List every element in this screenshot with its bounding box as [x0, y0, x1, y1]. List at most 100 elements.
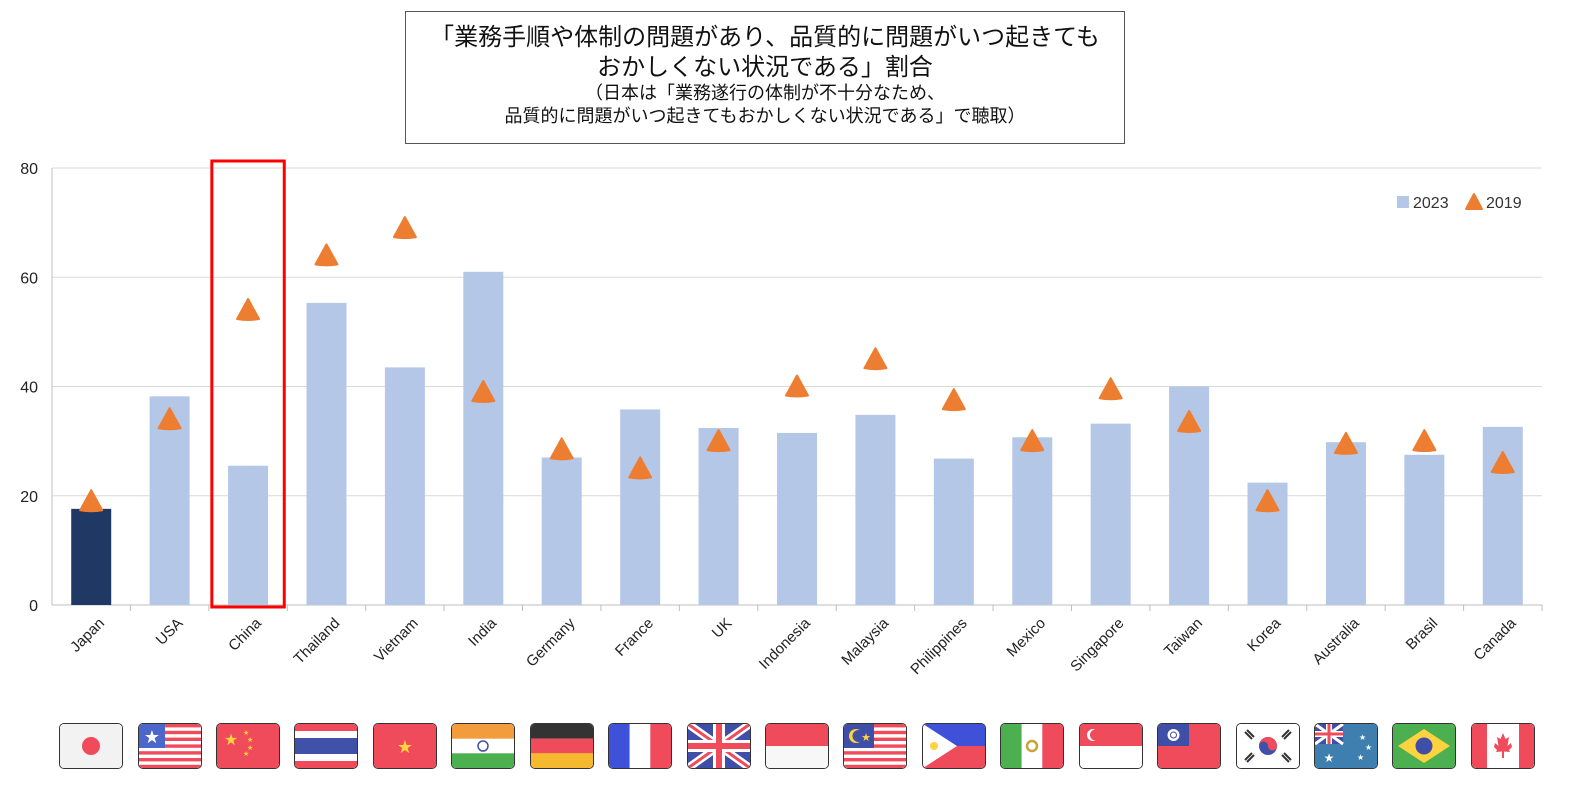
bar-2023-india	[463, 271, 504, 605]
japan-flag-icon	[59, 723, 124, 769]
x-tick-label: Vietnam	[371, 615, 422, 666]
legend-marker-2019	[1465, 193, 1483, 210]
thailand-flag-icon	[294, 723, 359, 769]
x-tick-label: Mexico	[1003, 615, 1049, 661]
x-tick-label: Taiwan	[1161, 615, 1206, 660]
marker-2019-germany	[549, 437, 574, 461]
china-highlight-box	[210, 159, 286, 609]
bar-2023-philippines	[933, 458, 974, 605]
chart-title-line1: 「業務手順や体制の問題があり、品質的に問題がいつ起きても	[430, 23, 1100, 51]
svg-text:★: ★	[1357, 753, 1364, 762]
svg-text:★: ★	[247, 736, 253, 744]
marker-2019-usa	[157, 407, 182, 431]
chart-note-line2: 品質的に問題がいつ起きてもおかしくない状況である」で聴取）	[504, 106, 1026, 127]
usa-flag-icon: ★	[137, 723, 202, 769]
legend-swatch-2023	[1397, 196, 1409, 208]
bar-2023-brasil	[1404, 454, 1445, 605]
brazil-flag-icon	[1392, 723, 1457, 769]
australia-flag-icon: ★ ★ ★ ★	[1313, 723, 1378, 769]
bar-2023-uk	[698, 428, 739, 605]
y-tick-label: 0	[29, 598, 38, 615]
x-tick-label: India	[465, 614, 500, 649]
marker-2019-korea	[1255, 489, 1280, 513]
singapore-flag-icon	[1078, 723, 1143, 769]
legend-label-2019: 2019	[1486, 195, 1522, 212]
x-tick-label: Australia	[1309, 614, 1363, 668]
svg-text:★: ★	[1365, 743, 1372, 752]
y-tick-label: 20	[20, 489, 38, 506]
marker-2019-vietnam	[392, 216, 417, 240]
svg-text:★: ★	[144, 727, 160, 748]
canada-flag-icon	[1470, 723, 1535, 769]
taiwan-flag-icon	[1157, 723, 1222, 769]
marker-2019-brasil	[1412, 429, 1437, 453]
marker-2019-uk	[706, 429, 731, 453]
france-flag-icon	[608, 723, 673, 769]
marker-2019-singapore	[1098, 377, 1123, 401]
x-tick-label: France	[612, 615, 657, 660]
korea-flag-icon	[1235, 723, 1300, 769]
x-tick-label: Canada	[1470, 614, 1520, 664]
x-tick-label: UK	[709, 615, 736, 642]
x-tick-label: Korea	[1244, 614, 1285, 655]
x-tick-label: USA	[153, 615, 187, 649]
marker-2019-taiwan	[1177, 410, 1202, 434]
marker-2019-australia	[1333, 431, 1358, 455]
germany-flag-icon	[529, 723, 594, 769]
svg-text:★: ★	[224, 730, 238, 749]
x-tick-label: Philippines	[907, 615, 970, 678]
x-tick-label: Japan	[67, 615, 108, 656]
marker-2019-japan	[79, 489, 104, 513]
bar-2023-china	[228, 465, 269, 605]
marker-2019-china	[236, 298, 261, 322]
malaysia-flag-icon: ★	[843, 723, 908, 769]
y-tick-label: 60	[20, 270, 38, 287]
bar-2023-thailand	[306, 302, 347, 605]
bar-2023-singapore	[1090, 423, 1131, 605]
bar-2023-japan	[71, 508, 112, 605]
x-tick-label: China	[225, 614, 265, 654]
x-tick-label: Singapore	[1067, 615, 1127, 675]
bar-2023-germany	[541, 457, 582, 605]
svg-text:★: ★	[243, 750, 249, 758]
uk-flag-icon	[686, 723, 751, 769]
marker-2019-india	[471, 379, 496, 403]
svg-text:★: ★	[1324, 751, 1335, 765]
bar-2023-mexico	[1012, 437, 1053, 605]
bar-2023-indonesia	[777, 432, 817, 605]
bar-chart: 0 20 40 60 80 Japan USA China Thailand Vietnam Ind…	[20, 159, 1543, 678]
india-flag-icon	[451, 723, 516, 769]
legend-label-2023: 2023	[1413, 195, 1449, 212]
x-tick-label: Thailand	[291, 615, 344, 668]
marker-2019-mexico	[1020, 429, 1045, 453]
vietnam-flag-icon: ★	[372, 723, 437, 769]
marker-2019-malaysia	[863, 347, 888, 371]
svg-text:★: ★	[861, 731, 871, 744]
y-tick-label: 40	[20, 380, 38, 397]
x-tick-label: Germany	[523, 614, 579, 670]
chart-title-line2: おかしくない状況である」割合	[597, 53, 933, 81]
bar-2023-australia	[1325, 442, 1366, 605]
chart-title-box: 「業務手順や体制の問題があり、品質的に問題がいつ起きても おかしくない状況である…	[405, 11, 1125, 144]
marker-2019-france	[628, 456, 653, 480]
indonesia-flag-icon	[765, 723, 829, 769]
bar-2023-france	[620, 409, 661, 605]
x-tick-label: Brasil	[1403, 615, 1442, 654]
bar-2023-vietnam	[384, 367, 425, 605]
svg-text:★: ★	[1359, 733, 1366, 742]
mexico-flag-icon	[1000, 723, 1065, 769]
svg-text:★: ★	[397, 737, 413, 758]
bar-2023-usa	[149, 396, 190, 605]
y-tick-label: 80	[20, 161, 38, 178]
x-tick-label: Indonesia	[756, 614, 814, 672]
marker-2019-thailand	[314, 243, 339, 267]
svg-text:★: ★	[243, 729, 249, 737]
china-flag-icon: ★ ★ ★ ★ ★	[216, 723, 281, 769]
x-tick-label: Malaysia	[838, 614, 892, 668]
marker-2019-canada	[1490, 450, 1515, 474]
bar-2023-malaysia	[855, 414, 896, 605]
philippines-flag-icon	[921, 723, 986, 769]
chart-note-line1: （日本は「業務遂行の体制が不十分なため、	[585, 83, 945, 104]
svg-text:★: ★	[247, 744, 253, 752]
marker-2019-indonesia	[785, 374, 809, 398]
